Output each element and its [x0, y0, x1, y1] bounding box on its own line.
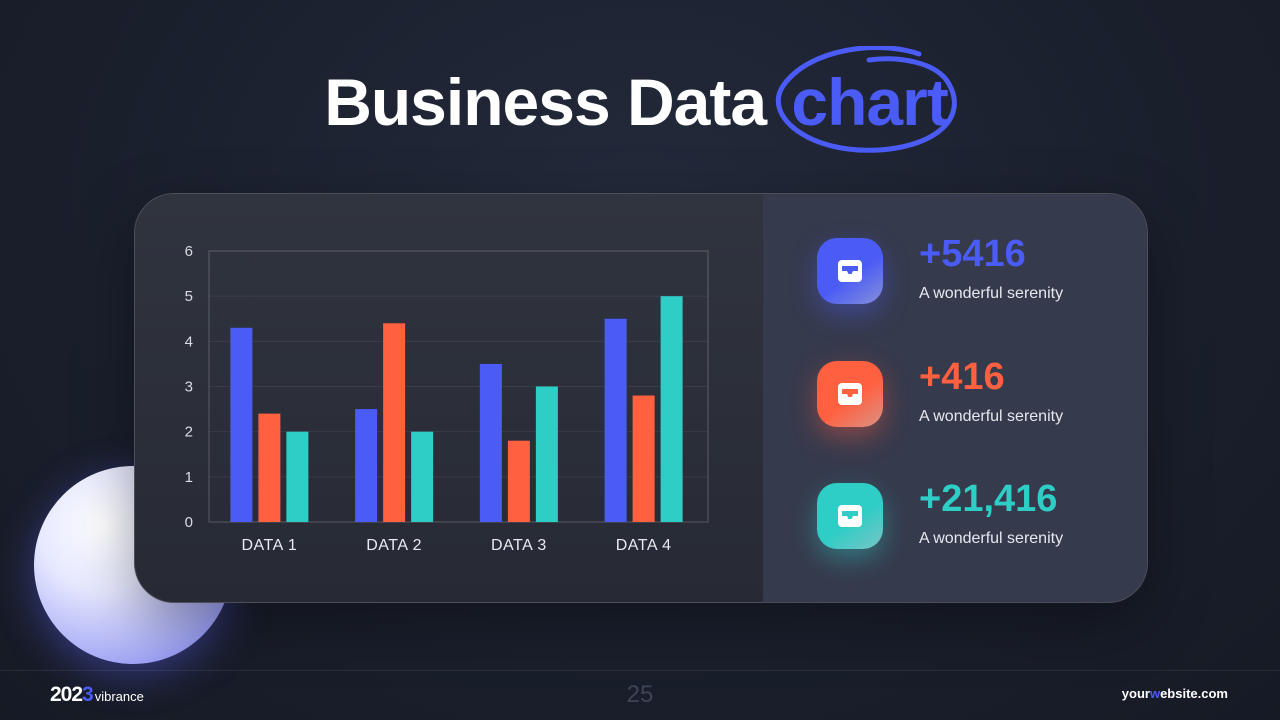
stats-area: +5416 A wonderful serenity +416 A wonder… [763, 194, 1147, 602]
stat-caption: A wonderful serenity [919, 285, 1064, 302]
bar [411, 431, 434, 522]
bar [286, 431, 309, 522]
stat-tile [817, 483, 883, 549]
plot-frame [208, 250, 709, 523]
stat-tile [817, 238, 883, 304]
inbox-icon [835, 256, 865, 286]
inbox-icon-shape [838, 505, 862, 527]
x-tick-label: DATA 2 [366, 537, 422, 554]
bar [604, 318, 627, 522]
bar [479, 363, 502, 522]
stat-item: +416 A wonderful serenity [817, 356, 1137, 441]
footer-divider [0, 670, 1280, 671]
bar [632, 395, 655, 522]
data-panel: 0 1 2 3 4 5 6 DATA 1 DATA 2 DATA 3 DATA 4 +5416 A … [134, 193, 1148, 603]
y-tick-label: 2 [185, 424, 193, 441]
inbox-icon [835, 379, 865, 409]
bar-chart: 0 1 2 3 4 5 6 DATA 1 DATA 2 DATA 3 DATA 4 [185, 243, 709, 554]
website-pre: your [1121, 686, 1150, 701]
brand-year: 202 [50, 683, 83, 706]
bar [383, 323, 406, 522]
inbox-icon-shape [838, 260, 862, 282]
stat-value: +21,416 [919, 478, 1058, 520]
x-tick-label: DATA 4 [616, 537, 672, 554]
stat-caption: A wonderful serenity [919, 530, 1064, 547]
stat-caption: A wonderful serenity [919, 408, 1064, 425]
title-main: Business Data [324, 65, 767, 139]
y-tick-label: 1 [185, 469, 193, 486]
brand-name: vibrance [94, 689, 144, 704]
bar [660, 296, 683, 522]
stat-tile [817, 361, 883, 427]
y-tick-label: 6 [185, 243, 193, 260]
brand-year-accent: 3 [82, 683, 94, 706]
bar [355, 409, 378, 522]
page-number: 25 [626, 681, 654, 708]
brand-logo: 2023 vibrance [50, 683, 144, 707]
inbox-icon-shape [838, 383, 862, 405]
stat-item: +5416 A wonderful serenity [817, 233, 1137, 318]
title-accent-text: chart [791, 65, 948, 139]
bar [230, 327, 253, 522]
inbox-icon [835, 501, 865, 531]
stat-value: +416 [919, 356, 1005, 398]
website-accent: w [1149, 686, 1161, 701]
bar [507, 440, 530, 522]
chart-area: 0 1 2 3 4 5 6 DATA 1 DATA 2 DATA 3 DATA 4 [135, 194, 763, 602]
y-tick-label: 3 [185, 379, 193, 396]
y-tick-label: 5 [185, 288, 193, 305]
website-post: ebsite.com [1160, 686, 1228, 701]
bar [535, 386, 558, 522]
title-accent: chart [776, 46, 958, 153]
stat-value: +5416 [919, 233, 1026, 275]
bar [258, 413, 281, 522]
x-tick-label: DATA 1 [241, 537, 297, 554]
y-tick-label: 0 [185, 514, 193, 531]
y-tick-label: 4 [185, 333, 193, 350]
x-tick-label: DATA 3 [491, 537, 547, 554]
slide-title: Business Data chart [0, 46, 1280, 153]
stat-item: +21,416 A wonderful serenity [817, 478, 1137, 563]
website-link[interactable]: yourwebsite.com [1122, 686, 1228, 701]
